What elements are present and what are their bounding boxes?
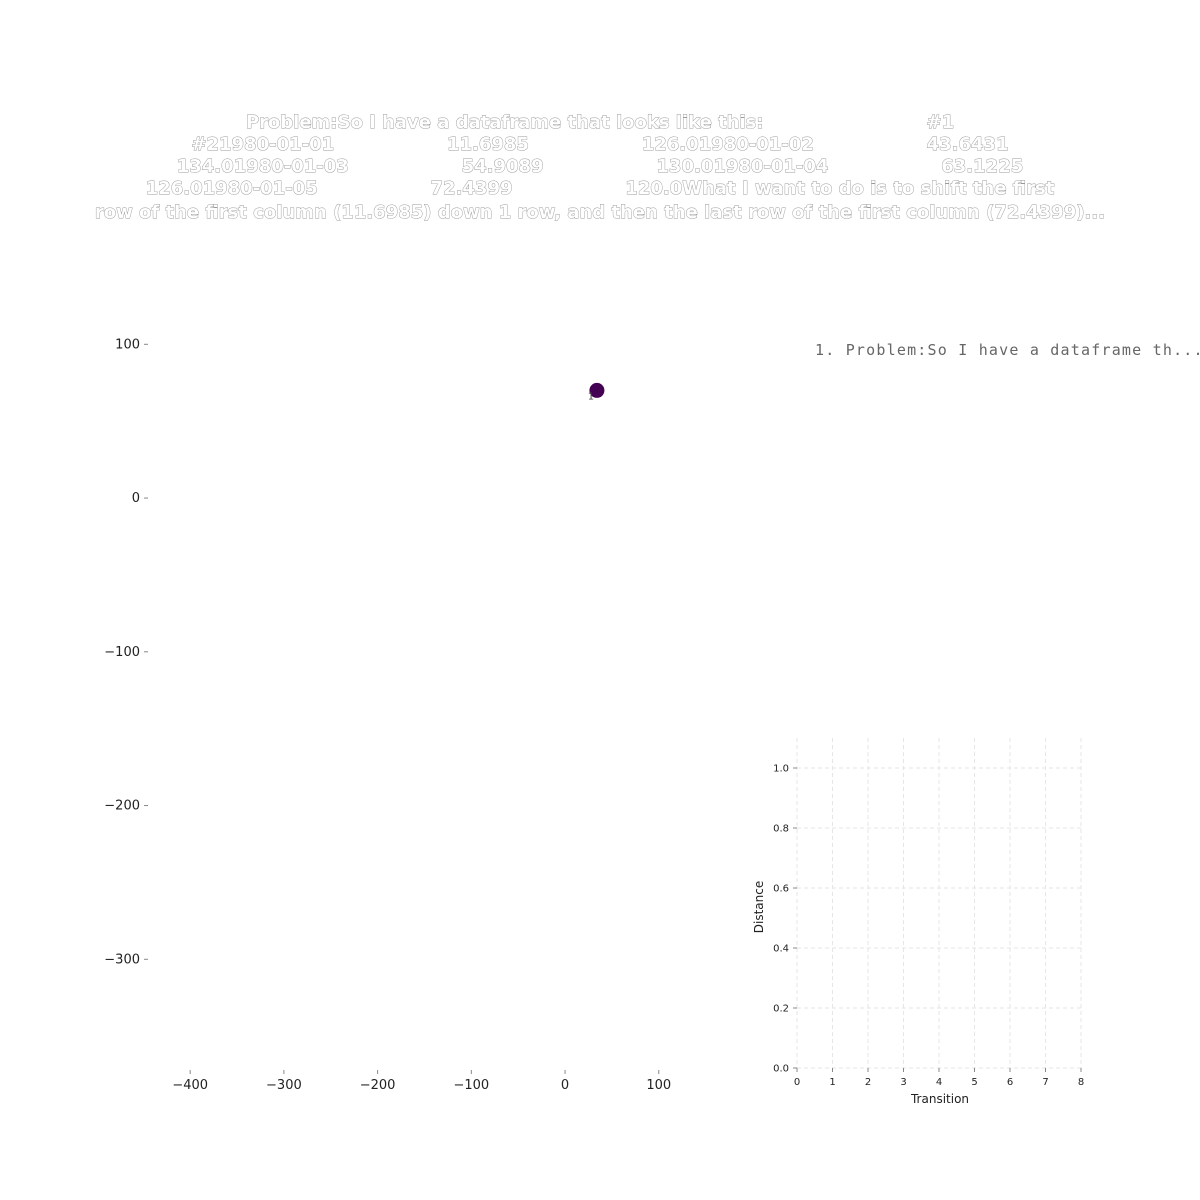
inset-x-tick-label: 3 (900, 1077, 906, 1088)
legend-entry-1: 1. Problem:So I have a dataframe th... (815, 341, 1200, 359)
inset-x-tick-label: 4 (936, 1077, 942, 1088)
main-points: 1 (588, 382, 605, 402)
main-scatter-plot: 100 0 −100 −200 −300 −400 −300 −200 −100 0 100 1 (104, 337, 671, 1093)
inset-y-axis-label: Distance (752, 881, 766, 933)
inset-y-tick-label: 0.2 (773, 1004, 789, 1015)
inset-y-tick-label: 0.4 (773, 944, 789, 955)
main-y-tick-label: −100 (104, 645, 140, 660)
inset-x-tick-label: 6 (1007, 1077, 1013, 1088)
main-y-tick-label: 100 (115, 337, 140, 352)
main-x-tick-label: −300 (266, 1078, 302, 1093)
inset-x-tick-label: 7 (1042, 1077, 1048, 1088)
main-x-tick-label: −100 (453, 1078, 489, 1093)
figure-title: Problem:So I have a dataframe that looks… (94, 112, 1105, 224)
title-line-2: #21980-01-01 11.6985 126.01980-01-02 43.… (191, 134, 1008, 155)
scatter-point-label: 1 (588, 391, 594, 402)
main-y-tick-label: −300 (104, 952, 140, 967)
inset-x-tick-label: 2 (865, 1077, 871, 1088)
inset-y-tick-label: 1.0 (773, 764, 789, 775)
main-x-tick-label: 100 (646, 1078, 671, 1093)
inset-y-axis: 0.0 0.2 0.4 0.6 0.8 1.0 (773, 764, 797, 1075)
main-y-axis: 100 0 −100 −200 −300 (104, 337, 148, 967)
inset-y-tick-label: 0.6 (773, 884, 789, 895)
title-line-4: 126.01980-01-05 72.4399 120.0What I want… (146, 178, 1055, 199)
inset-x-tick-label: 5 (971, 1077, 977, 1088)
inset-x-tick-label: 0 (794, 1077, 800, 1088)
inset-x-axis-label: Transition (910, 1092, 969, 1106)
inset-grid (796, 738, 1082, 1069)
title-line-1: Problem:So I have a dataframe that looks… (246, 112, 954, 133)
main-x-tick-label: −200 (360, 1078, 396, 1093)
main-y-tick-label: −200 (104, 799, 140, 814)
title-line-5: row of the first column (11.6985) down 1… (95, 202, 1105, 223)
scatter-point (589, 382, 605, 398)
inset-y-tick-label: 0.0 (773, 1064, 789, 1075)
main-y-tick-label: 0 (132, 491, 140, 506)
main-x-tick-label: −400 (172, 1078, 208, 1093)
inset-x-tick-label: 8 (1078, 1077, 1084, 1088)
inset-y-tick-label: 0.8 (773, 824, 789, 835)
inset-x-axis: 0 1 2 3 4 5 6 7 8 (794, 1068, 1084, 1088)
main-x-axis: −400 −300 −200 −100 0 100 (172, 1070, 671, 1093)
title-line-3: 134.01980-01-03 54.9089 130.01980-01-04 … (177, 156, 1024, 177)
inset-x-tick-label: 1 (829, 1077, 835, 1088)
main-x-tick-label: 0 (561, 1078, 569, 1093)
